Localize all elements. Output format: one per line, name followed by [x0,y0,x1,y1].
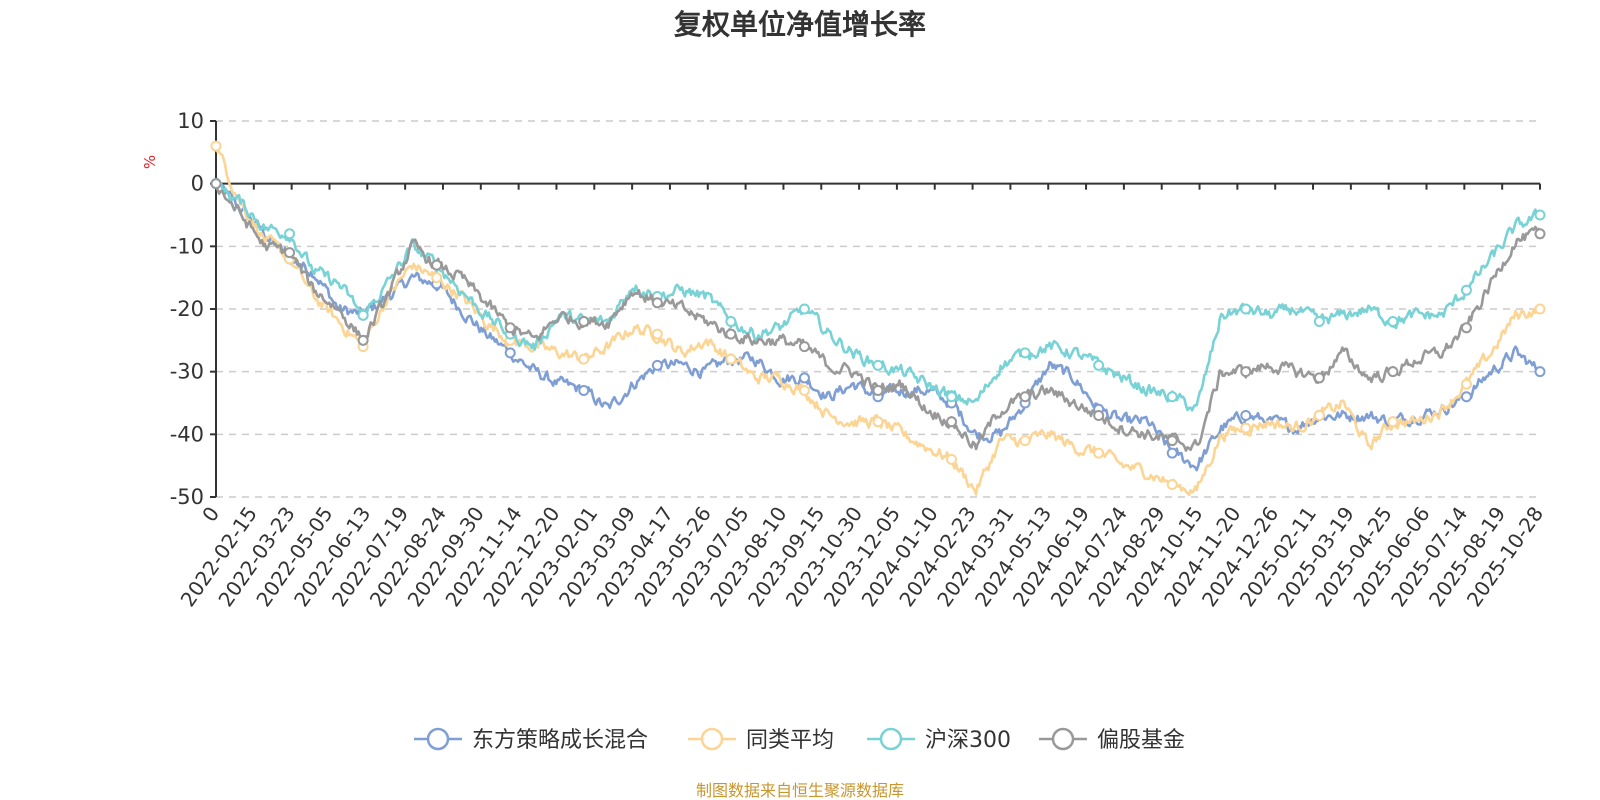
data-point-marker [1019,391,1031,403]
data-point-marker [946,391,958,403]
data-point-marker [504,347,516,359]
y-axis-unit: % [141,155,159,169]
data-point-marker [357,334,369,346]
data-point-marker [1019,435,1031,447]
data-point-marker [1019,347,1031,359]
data-point-marker [1093,410,1105,422]
data-point-marker [1240,303,1252,315]
data-point-marker [946,453,958,465]
data-point-marker [578,316,590,328]
data-point-marker [1460,391,1472,403]
data-point-marker [284,228,296,240]
data-point-marker [1166,435,1178,447]
data-point-marker [1387,316,1399,328]
data-point-marker [651,359,663,371]
data-point-marker [1460,378,1472,390]
data-point-marker [1534,209,1546,221]
data-point-marker [1093,447,1105,459]
data-point-marker [1387,366,1399,378]
data-point-marker [651,297,663,309]
x-tick-label: 0 [197,502,224,526]
y-tick-label: -20 [170,297,204,321]
data-point-marker [798,341,810,353]
series-line [214,145,1542,497]
series-lines [210,140,1546,497]
y-tick-label: -50 [170,485,204,509]
data-point-marker [1460,322,1472,334]
legend-item[interactable]: 东方策略成长混合 [414,727,648,753]
data-point-marker [1313,410,1325,422]
axes: 100-10-20-30-40-5002022-02-152022-03-232… [170,109,1548,611]
data-point-marker [504,322,516,334]
y-tick-label: -30 [170,360,204,384]
data-point-marker [1240,366,1252,378]
legend-circle-icon [700,727,724,751]
data-point-marker [284,247,296,259]
data-point-marker [1313,316,1325,328]
y-tick-label: -40 [170,422,204,446]
legend-item[interactable]: 同类平均 [688,727,834,753]
y-tick-label: -10 [170,234,204,258]
data-point-marker [798,372,810,384]
legend-circle-icon [879,727,903,751]
legend-circle-icon [1051,727,1075,751]
data-point-marker [651,328,663,340]
data-point-marker [1166,447,1178,459]
chart-title: 复权单位净值增长率 [674,8,926,41]
data-point-marker [1240,410,1252,422]
data-point-marker [1240,422,1252,434]
data-point-marker [725,353,737,365]
data-point-marker [1460,284,1472,296]
data-point-marker [1166,391,1178,403]
data-point-marker [578,353,590,365]
data-point-marker [210,178,222,190]
legend-circle-icon [426,727,450,751]
legend[interactable]: 东方策略成长混合 同类平均 沪深300 偏股基金 [414,727,1185,753]
source-note: 制图数据来自恒生聚源数据库 [696,781,904,800]
data-point-marker [872,416,884,428]
data-point-marker [946,416,958,428]
legend-label: 同类平均 [746,728,834,753]
data-point-marker [1534,303,1546,315]
data-point-marker [1534,366,1546,378]
data-point-marker [357,309,369,321]
data-point-marker [1534,228,1546,240]
grid [216,120,1540,498]
legend-label: 沪深300 [925,728,1011,753]
data-point-marker [872,384,884,396]
series-line [214,177,1541,412]
data-point-marker [872,359,884,371]
data-point-marker [1387,416,1399,428]
data-point-marker [725,328,737,340]
legend-item[interactable]: 偏股基金 [1039,727,1185,753]
data-point-marker [1313,372,1325,384]
data-point-marker [1093,359,1105,371]
data-point-marker [578,384,590,396]
data-point-marker [725,316,737,328]
y-tick-label: 10 [177,109,204,133]
data-point-marker [210,140,222,152]
y-tick-label: 0 [191,172,204,196]
legend-label: 东方策略成长混合 [472,728,648,753]
data-point-marker [798,303,810,315]
data-point-marker [798,384,810,396]
data-point-marker [431,272,443,284]
legend-label: 偏股基金 [1097,728,1185,753]
data-point-marker [431,259,443,271]
legend-item[interactable]: 沪深300 [867,727,1011,753]
data-point-marker [1166,478,1178,490]
